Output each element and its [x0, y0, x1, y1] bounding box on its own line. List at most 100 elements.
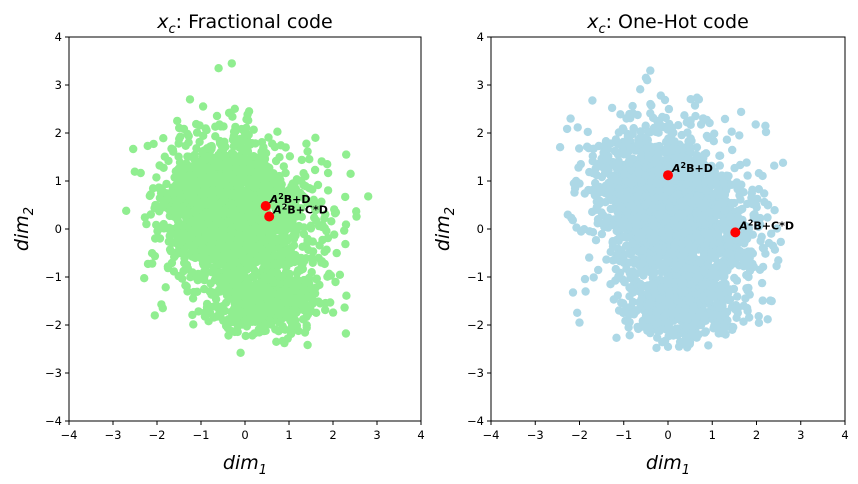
scatter-point [142, 219, 151, 229]
scatter-point [179, 124, 189, 134]
scatter-point [735, 131, 744, 140]
scatter-point [642, 144, 651, 153]
scatter-point [340, 303, 349, 312]
scatter-point [602, 154, 611, 163]
scatter-point [285, 152, 295, 161]
scatter-point [200, 185, 209, 194]
scatter-point [152, 173, 161, 182]
scatter-point [701, 220, 710, 229]
plot-title-onehot: xc: One-Hot code [586, 11, 749, 37]
scatter-point [742, 158, 751, 167]
scatter-point [588, 168, 598, 178]
scatter-point [645, 255, 655, 264]
scatter-point-outlier [342, 150, 351, 159]
scatter-point [744, 283, 753, 293]
scatter-point [250, 193, 259, 202]
scatter-point [298, 315, 308, 324]
scatter-point [190, 151, 199, 160]
scatter-point [268, 268, 277, 277]
scatter-point [341, 192, 350, 202]
scatter-point [715, 161, 724, 170]
scatter-point [159, 163, 168, 172]
scatter-point [628, 101, 637, 111]
y-tick-label: 0 [55, 222, 62, 236]
scatter-point [170, 173, 179, 182]
scatter-point [695, 235, 705, 245]
scatter-point [664, 104, 674, 114]
scatter-point [308, 258, 317, 267]
scatter-point [754, 318, 764, 327]
scatter-point [286, 246, 295, 256]
scatter-point [279, 162, 288, 171]
scatter-point [720, 114, 730, 124]
scatter-point [195, 137, 204, 147]
scatter-point [684, 219, 694, 228]
scatter-point [700, 198, 710, 207]
y-tick-label: 3 [55, 78, 62, 92]
scatter-point [625, 249, 635, 258]
scatter-point [201, 247, 210, 256]
scatter-point [182, 282, 191, 291]
scatter-point [225, 108, 235, 118]
scatter-point [282, 263, 291, 272]
scatter-point [206, 165, 215, 175]
scatter-point [174, 271, 183, 281]
scatter-point [230, 275, 239, 285]
scatter-point [244, 130, 253, 139]
scatter-point [201, 152, 210, 161]
scatter-point [159, 134, 168, 143]
scatter-point-outlier [311, 133, 320, 142]
scatter-point [678, 239, 687, 248]
scatter-point [268, 139, 277, 148]
scatter-point [288, 219, 297, 229]
scatter-point [183, 209, 193, 218]
scatter-point [686, 95, 695, 104]
scatter-point [242, 322, 251, 331]
scatter-point [665, 202, 674, 212]
scatter-point [171, 181, 180, 190]
scatter-point [580, 274, 590, 284]
scatter-point [760, 197, 769, 207]
scatter-point [217, 281, 226, 290]
scatter-point [184, 131, 193, 141]
scatter-point [212, 312, 221, 321]
scatter-point [730, 273, 739, 283]
scatter-point-outlier [236, 348, 245, 357]
scatter-point [745, 313, 754, 322]
scatter-point [589, 273, 598, 282]
scatter-point [341, 239, 350, 249]
scatter-point [722, 135, 732, 144]
cloud-points-onehot [555, 66, 788, 353]
scatter-point [635, 204, 644, 213]
scatter-point [653, 243, 662, 253]
scatter-point [242, 123, 251, 133]
scatter-point [672, 190, 682, 200]
scatter-point [724, 239, 734, 248]
scatter-point [670, 215, 679, 225]
scatter-point [173, 116, 182, 126]
scatter-point [664, 226, 673, 235]
scatter-point [663, 183, 672, 192]
scatter-point [235, 299, 244, 308]
scatter-point [199, 131, 208, 140]
scatter-point [573, 123, 582, 132]
scatter-point [326, 298, 335, 307]
scatter-point [207, 201, 216, 210]
scatter-point [582, 142, 592, 151]
scatter-point [627, 201, 636, 210]
scatter-point-outlier [364, 192, 373, 201]
scatter-point [767, 296, 776, 306]
scatter-point [235, 199, 244, 208]
scatter-point [209, 255, 219, 264]
scatter-point [217, 230, 226, 239]
scatter-point [269, 278, 278, 287]
scatter-point [206, 213, 216, 222]
scatter-point [158, 304, 167, 313]
x-tick-label: 1 [285, 428, 292, 442]
scatter-point [249, 273, 259, 282]
scatter-point [323, 168, 333, 178]
scatter-point [687, 198, 696, 207]
scatter-point [151, 234, 160, 243]
scatter-point [223, 323, 232, 333]
scatter-point [254, 310, 263, 319]
